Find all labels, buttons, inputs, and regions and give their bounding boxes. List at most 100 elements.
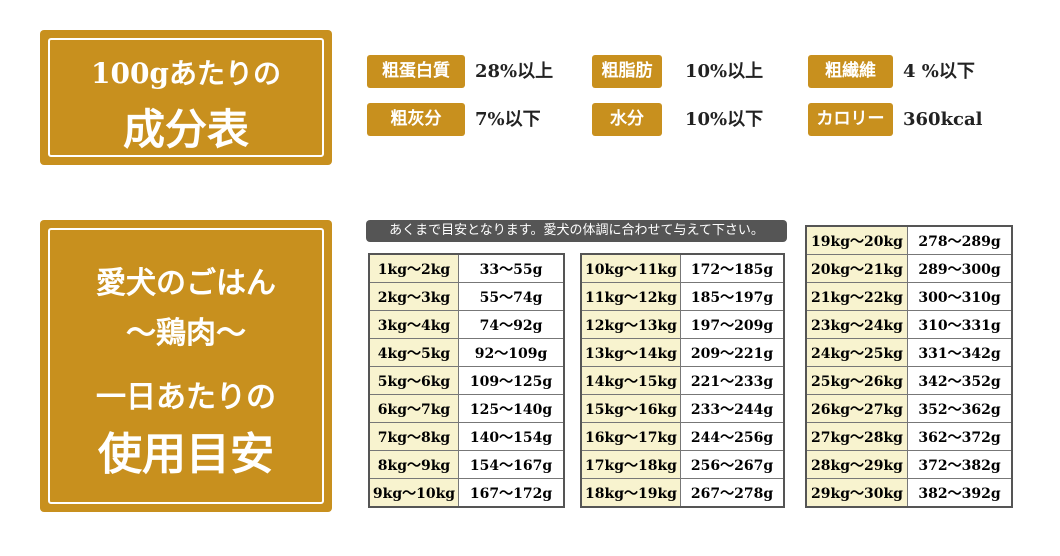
table-row: 20kg〜21kg 289〜300g	[805, 254, 1013, 283]
weight-cell: 10kg〜11kg	[580, 253, 681, 283]
weight-cell: 29kg〜30kg	[805, 478, 908, 508]
weight-cell: 28kg〜29kg	[805, 450, 908, 479]
weight-cell: 6kg〜7kg	[368, 394, 459, 423]
amount-cell: 74〜92g	[458, 310, 565, 339]
feeding-line: 〜鶏肉〜	[126, 316, 246, 351]
table-row: 5kg〜6kg 109〜125g	[368, 366, 565, 395]
header-line: 100gあたりの	[90, 57, 282, 90]
header-title: 成分表	[122, 105, 249, 154]
amount-cell: 92〜109g	[458, 338, 565, 367]
amount-cell: 256〜267g	[680, 450, 785, 479]
amount-cell: 140〜154g	[458, 422, 565, 451]
table-row: 10kg〜11kg 172〜185g	[580, 253, 785, 283]
table-row: 11kg〜12kg 185〜197g	[580, 282, 785, 311]
nutrient-label: 粗灰分	[367, 103, 465, 136]
table-row: 7kg〜8kg 140〜154g	[368, 422, 565, 451]
weight-cell: 4kg〜5kg	[368, 338, 459, 367]
amount-cell: 362〜372g	[907, 422, 1013, 451]
weight-cell: 3kg〜4kg	[368, 310, 459, 339]
weight-cell: 9kg〜10kg	[368, 478, 459, 508]
feeding-line: 一日あたりの	[96, 380, 276, 415]
weight-cell: 11kg〜12kg	[580, 282, 681, 311]
weight-cell: 17kg〜18kg	[580, 450, 681, 479]
table-row: 26kg〜27kg 352〜362g	[805, 394, 1013, 423]
weight-cell: 20kg〜21kg	[805, 254, 908, 283]
weight-cell: 24kg〜25kg	[805, 338, 908, 367]
feeding-table: 19kg〜20kg 278〜289g 20kg〜21kg 289〜300g 21kg〜2…	[805, 225, 1013, 508]
nutrient-label: 粗繊維	[808, 55, 893, 88]
table-row: 2kg〜3kg 55〜74g	[368, 282, 565, 311]
weight-cell: 19kg〜20kg	[805, 225, 908, 255]
amount-cell: 300〜310g	[907, 282, 1013, 311]
weight-cell: 2kg〜3kg	[368, 282, 459, 311]
table-row: 21kg〜22kg 300〜310g	[805, 282, 1013, 311]
amount-cell: 372〜382g	[907, 450, 1013, 479]
header-box: 100gあたりの 成分表	[40, 30, 332, 165]
table-row: 8kg〜9kg 154〜167g	[368, 450, 565, 479]
amount-cell: 342〜352g	[907, 366, 1013, 395]
nutrient-value: 4 %以下	[903, 61, 975, 82]
amount-cell: 154〜167g	[458, 450, 565, 479]
table-row: 25kg〜26kg 342〜352g	[805, 366, 1013, 395]
weight-cell: 27kg〜28kg	[805, 422, 908, 451]
nutrient-value: 7%以下	[475, 109, 541, 130]
feeding-table: 10kg〜11kg 172〜185g 11kg〜12kg 185〜197g 12kg〜1…	[580, 253, 785, 508]
amount-cell: 221〜233g	[680, 366, 785, 395]
table-row: 14kg〜15kg 221〜233g	[580, 366, 785, 395]
weight-cell: 5kg〜6kg	[368, 366, 459, 395]
feeding-title: 使用目安	[98, 429, 274, 480]
weight-cell: 13kg〜14kg	[580, 338, 681, 367]
weight-cell: 7kg〜8kg	[368, 422, 459, 451]
amount-cell: 209〜221g	[680, 338, 785, 367]
nutrient-value: 28%以上	[475, 61, 554, 82]
weight-cell: 15kg〜16kg	[580, 394, 681, 423]
frame	[48, 228, 324, 504]
amount-cell: 125〜140g	[458, 394, 565, 423]
weight-cell: 1kg〜2kg	[368, 253, 459, 283]
weight-cell: 18kg〜19kg	[580, 478, 681, 508]
amount-cell: 310〜331g	[907, 310, 1013, 339]
nutrient-label: 粗脂肪	[592, 55, 662, 88]
nutrient-label: 水分	[592, 103, 662, 136]
amount-cell: 55〜74g	[458, 282, 565, 311]
feeding-box: 愛犬のごはん 〜鶏肉〜 一日あたりの 使用目安	[40, 220, 332, 512]
table-row: 19kg〜20kg 278〜289g	[805, 225, 1013, 255]
table-row: 15kg〜16kg 233〜244g	[580, 394, 785, 423]
table-row: 4kg〜5kg 92〜109g	[368, 338, 565, 367]
note: あくまで目安となります。愛犬の体調に合わせて与えて下さい。	[366, 220, 787, 242]
table-row: 12kg〜13kg 197〜209g	[580, 310, 785, 339]
nutrient-label: カロリー	[808, 103, 893, 136]
table-row: 17kg〜18kg 256〜267g	[580, 450, 785, 479]
amount-cell: 185〜197g	[680, 282, 785, 311]
amount-cell: 289〜300g	[907, 254, 1013, 283]
weight-cell: 23kg〜24kg	[805, 310, 908, 339]
table-row: 28kg〜29kg 372〜382g	[805, 450, 1013, 479]
amount-cell: 172〜185g	[680, 253, 785, 283]
amount-cell: 197〜209g	[680, 310, 785, 339]
amount-cell: 33〜55g	[458, 253, 565, 283]
frame	[48, 38, 324, 157]
amount-cell: 233〜244g	[680, 394, 785, 423]
nutrient-value: 10%以上	[685, 61, 764, 82]
amount-cell: 167〜172g	[458, 478, 565, 508]
table-row: 23kg〜24kg 310〜331g	[805, 310, 1013, 339]
weight-cell: 14kg〜15kg	[580, 366, 681, 395]
table-row: 29kg〜30kg 382〜392g	[805, 478, 1013, 508]
amount-cell: 109〜125g	[458, 366, 565, 395]
table-row: 13kg〜14kg 209〜221g	[580, 338, 785, 367]
table-row: 3kg〜4kg 74〜92g	[368, 310, 565, 339]
table-row: 24kg〜25kg 331〜342g	[805, 338, 1013, 367]
amount-cell: 244〜256g	[680, 422, 785, 451]
table-row: 16kg〜17kg 244〜256g	[580, 422, 785, 451]
amount-cell: 352〜362g	[907, 394, 1013, 423]
weight-cell: 12kg〜13kg	[580, 310, 681, 339]
weight-cell: 25kg〜26kg	[805, 366, 908, 395]
amount-cell: 331〜342g	[907, 338, 1013, 367]
amount-cell: 278〜289g	[907, 225, 1013, 255]
amount-cell: 382〜392g	[907, 478, 1013, 508]
table-row: 1kg〜2kg 33〜55g	[368, 253, 565, 283]
table-row: 6kg〜7kg 125〜140g	[368, 394, 565, 423]
amount-cell: 267〜278g	[680, 478, 785, 508]
feeding-table: 1kg〜2kg 33〜55g 2kg〜3kg 55〜74g 3kg〜4kg 74〜92g 4…	[368, 253, 565, 508]
